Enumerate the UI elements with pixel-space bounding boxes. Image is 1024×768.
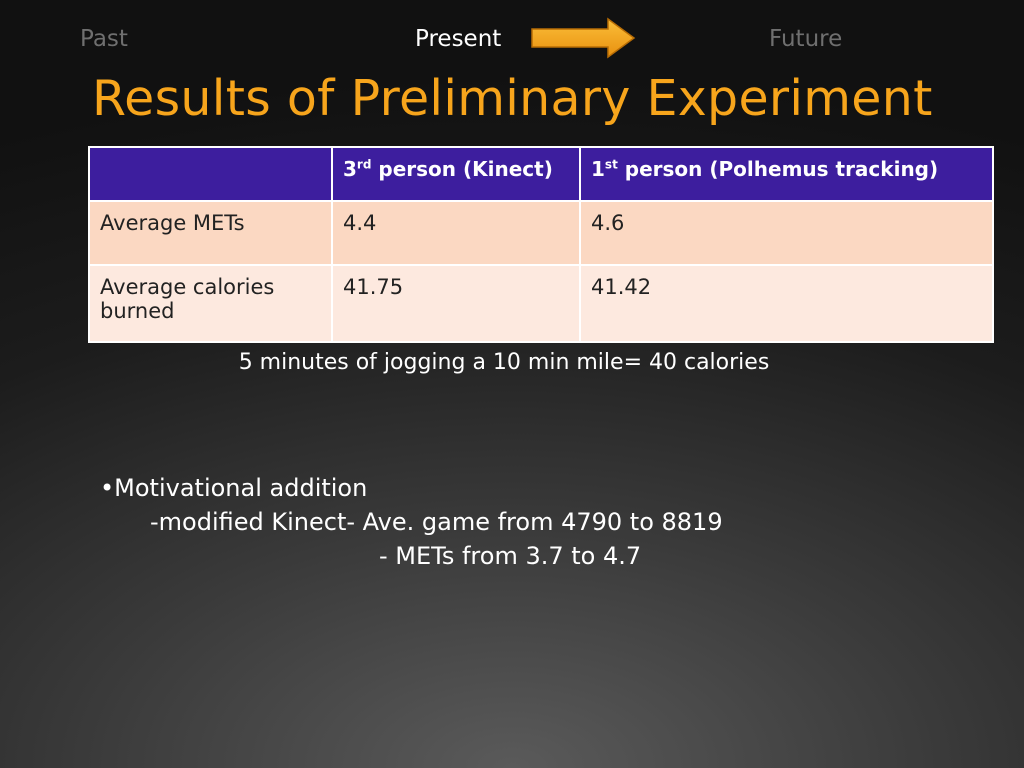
header-cell-third-person: 3rd person (Kinect) bbox=[331, 146, 581, 202]
table-cell: 41.42 bbox=[579, 264, 994, 343]
nav-present-label: Present bbox=[415, 26, 502, 52]
row-label: Average calories burned bbox=[88, 264, 333, 343]
table-cell: 41.75 bbox=[331, 264, 581, 343]
row-label: Average METs bbox=[88, 200, 333, 266]
table-row: Average METs 4.4 4.6 bbox=[88, 200, 994, 266]
slide-title: Results of Preliminary Experiment bbox=[92, 70, 933, 127]
jogging-note: 5 minutes of jogging a 10 min mile= 40 c… bbox=[238, 350, 770, 375]
table-cell: 4.6 bbox=[579, 200, 994, 266]
right-arrow-icon bbox=[531, 17, 636, 59]
bullet-motivational-addition: •Motivational addition bbox=[100, 474, 368, 502]
table-header-row: 3rd person (Kinect) 1st person (Polhemus… bbox=[88, 146, 994, 202]
header-cell-first-person: 1st person (Polhemus tracking) bbox=[579, 146, 994, 202]
table-cell: 4.4 bbox=[331, 200, 581, 266]
bullet-modified-kinect: -modified Kinect- Ave. game from 4790 to… bbox=[150, 508, 723, 536]
results-table: 3rd person (Kinect) 1st person (Polhemus… bbox=[88, 146, 994, 343]
bullet-mets-change: - METs from 3.7 to 4.7 bbox=[379, 542, 642, 570]
nav-future-label: Future bbox=[769, 26, 843, 52]
table-row: Average calories burned 41.75 41.42 bbox=[88, 264, 994, 343]
nav-past-label: Past bbox=[80, 26, 128, 52]
header-cell-empty bbox=[88, 146, 333, 202]
